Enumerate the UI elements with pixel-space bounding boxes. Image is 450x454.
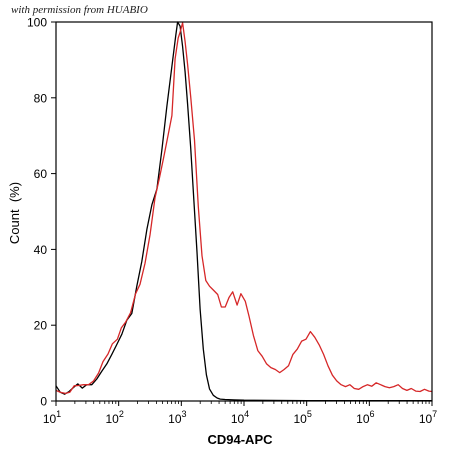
y-axis-label: Count (%): [7, 182, 22, 244]
y-tick-label: 40: [34, 243, 48, 257]
y-tick-label: 60: [34, 167, 48, 181]
x-tick-label: 101: [43, 409, 61, 426]
y-tick-label: 0: [40, 395, 47, 409]
x-tick-label: 104: [231, 409, 249, 426]
x-tick-label: 105: [293, 409, 311, 426]
x-tick-label: 103: [168, 409, 186, 426]
series-layer: [55, 21, 433, 402]
x-tick-label: 107: [419, 409, 437, 426]
y-tick-label: 80: [34, 91, 48, 105]
x-axis-label: CD94-APC: [207, 432, 273, 447]
y-tick-label: 100: [27, 16, 47, 30]
histogram-line-2: [55, 22, 433, 395]
y-axis: 0 20 40 60 80 100: [27, 16, 56, 409]
x-tick-label: 106: [356, 409, 374, 426]
watermark-text: with permission from HUABIO: [11, 4, 148, 16]
x-tick-label: 102: [105, 409, 123, 426]
x-axis: 101 102 103 104 105 106 107: [43, 401, 437, 426]
y-tick-label: 20: [34, 319, 48, 333]
